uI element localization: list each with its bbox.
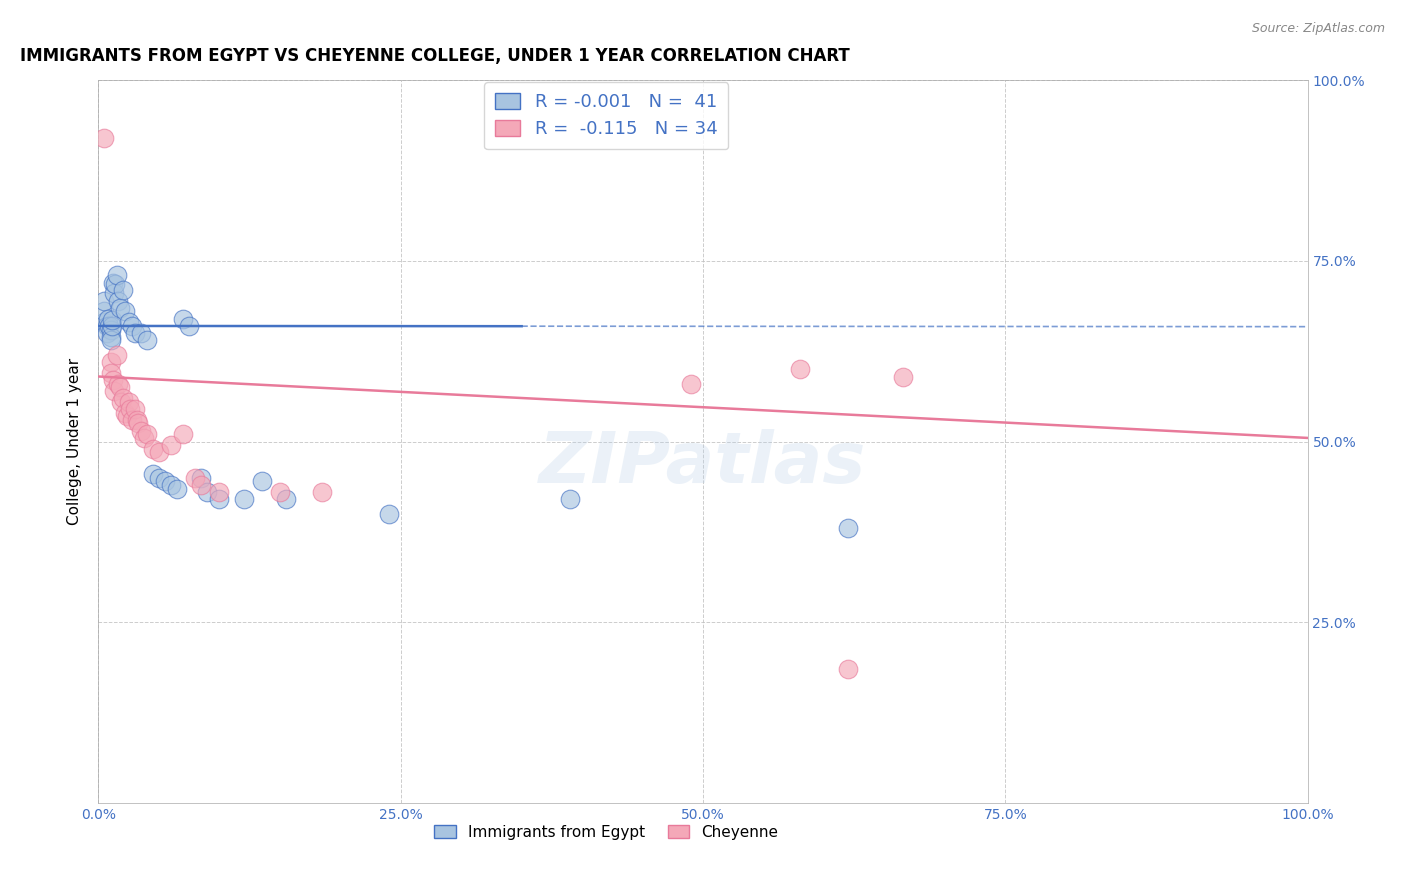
Point bbox=[269, 485, 291, 500]
Point bbox=[679, 376, 702, 391]
Point bbox=[93, 131, 115, 145]
Point bbox=[124, 326, 146, 340]
Point bbox=[166, 482, 188, 496]
Point bbox=[190, 470, 212, 484]
Point bbox=[891, 369, 914, 384]
Point bbox=[100, 355, 122, 369]
Point bbox=[311, 485, 333, 500]
Point bbox=[142, 442, 165, 456]
Point bbox=[100, 313, 122, 327]
Point bbox=[789, 362, 811, 376]
Point bbox=[148, 445, 170, 459]
Point bbox=[97, 311, 120, 326]
Point bbox=[377, 507, 399, 521]
Point bbox=[100, 322, 122, 336]
Point bbox=[121, 413, 143, 427]
Point bbox=[100, 366, 122, 380]
Point bbox=[108, 301, 131, 315]
Point bbox=[93, 304, 115, 318]
Point bbox=[129, 424, 152, 438]
Point bbox=[100, 330, 122, 344]
Point bbox=[160, 478, 183, 492]
Point bbox=[118, 394, 141, 409]
Point bbox=[98, 318, 121, 333]
Text: ZIPatlas: ZIPatlas bbox=[540, 429, 866, 498]
Point bbox=[117, 409, 139, 424]
Point bbox=[232, 492, 254, 507]
Point bbox=[837, 521, 859, 535]
Point bbox=[104, 277, 127, 291]
Point bbox=[135, 334, 157, 348]
Y-axis label: College, Under 1 year: College, Under 1 year bbox=[67, 358, 83, 525]
Point bbox=[111, 391, 134, 405]
Point bbox=[101, 373, 124, 387]
Point bbox=[274, 492, 297, 507]
Point bbox=[179, 318, 201, 333]
Point bbox=[107, 376, 129, 391]
Point bbox=[124, 402, 146, 417]
Text: Source: ZipAtlas.com: Source: ZipAtlas.com bbox=[1251, 22, 1385, 36]
Point bbox=[105, 268, 128, 283]
Point bbox=[142, 467, 165, 481]
Point bbox=[208, 492, 231, 507]
Point bbox=[100, 318, 122, 333]
Point bbox=[111, 283, 134, 297]
Point bbox=[160, 438, 183, 452]
Point bbox=[114, 304, 136, 318]
Point bbox=[96, 318, 118, 333]
Point bbox=[127, 417, 149, 431]
Point bbox=[93, 293, 115, 308]
Point bbox=[250, 475, 273, 489]
Point bbox=[118, 402, 141, 417]
Point bbox=[118, 315, 141, 329]
Point bbox=[114, 406, 136, 420]
Point bbox=[837, 662, 859, 676]
Point bbox=[153, 475, 176, 489]
Legend: Immigrants from Egypt, Cheyenne: Immigrants from Egypt, Cheyenne bbox=[427, 819, 785, 846]
Point bbox=[172, 427, 194, 442]
Point bbox=[134, 431, 156, 445]
Point bbox=[103, 286, 125, 301]
Point bbox=[190, 478, 212, 492]
Point bbox=[103, 384, 125, 398]
Point bbox=[108, 380, 131, 394]
Point bbox=[107, 293, 129, 308]
Point bbox=[172, 311, 194, 326]
Point bbox=[101, 276, 124, 290]
Point bbox=[129, 326, 152, 340]
Point bbox=[195, 485, 218, 500]
Text: IMMIGRANTS FROM EGYPT VS CHEYENNE COLLEGE, UNDER 1 YEAR CORRELATION CHART: IMMIGRANTS FROM EGYPT VS CHEYENNE COLLEG… bbox=[20, 47, 849, 65]
Point bbox=[127, 413, 149, 427]
Point bbox=[148, 470, 170, 484]
Point bbox=[110, 394, 132, 409]
Point bbox=[93, 315, 115, 329]
Point bbox=[135, 427, 157, 442]
Point bbox=[121, 318, 143, 333]
Point bbox=[105, 348, 128, 362]
Point bbox=[96, 326, 118, 340]
Point bbox=[208, 485, 231, 500]
Point bbox=[558, 492, 581, 507]
Point bbox=[184, 470, 207, 484]
Point bbox=[100, 334, 122, 348]
